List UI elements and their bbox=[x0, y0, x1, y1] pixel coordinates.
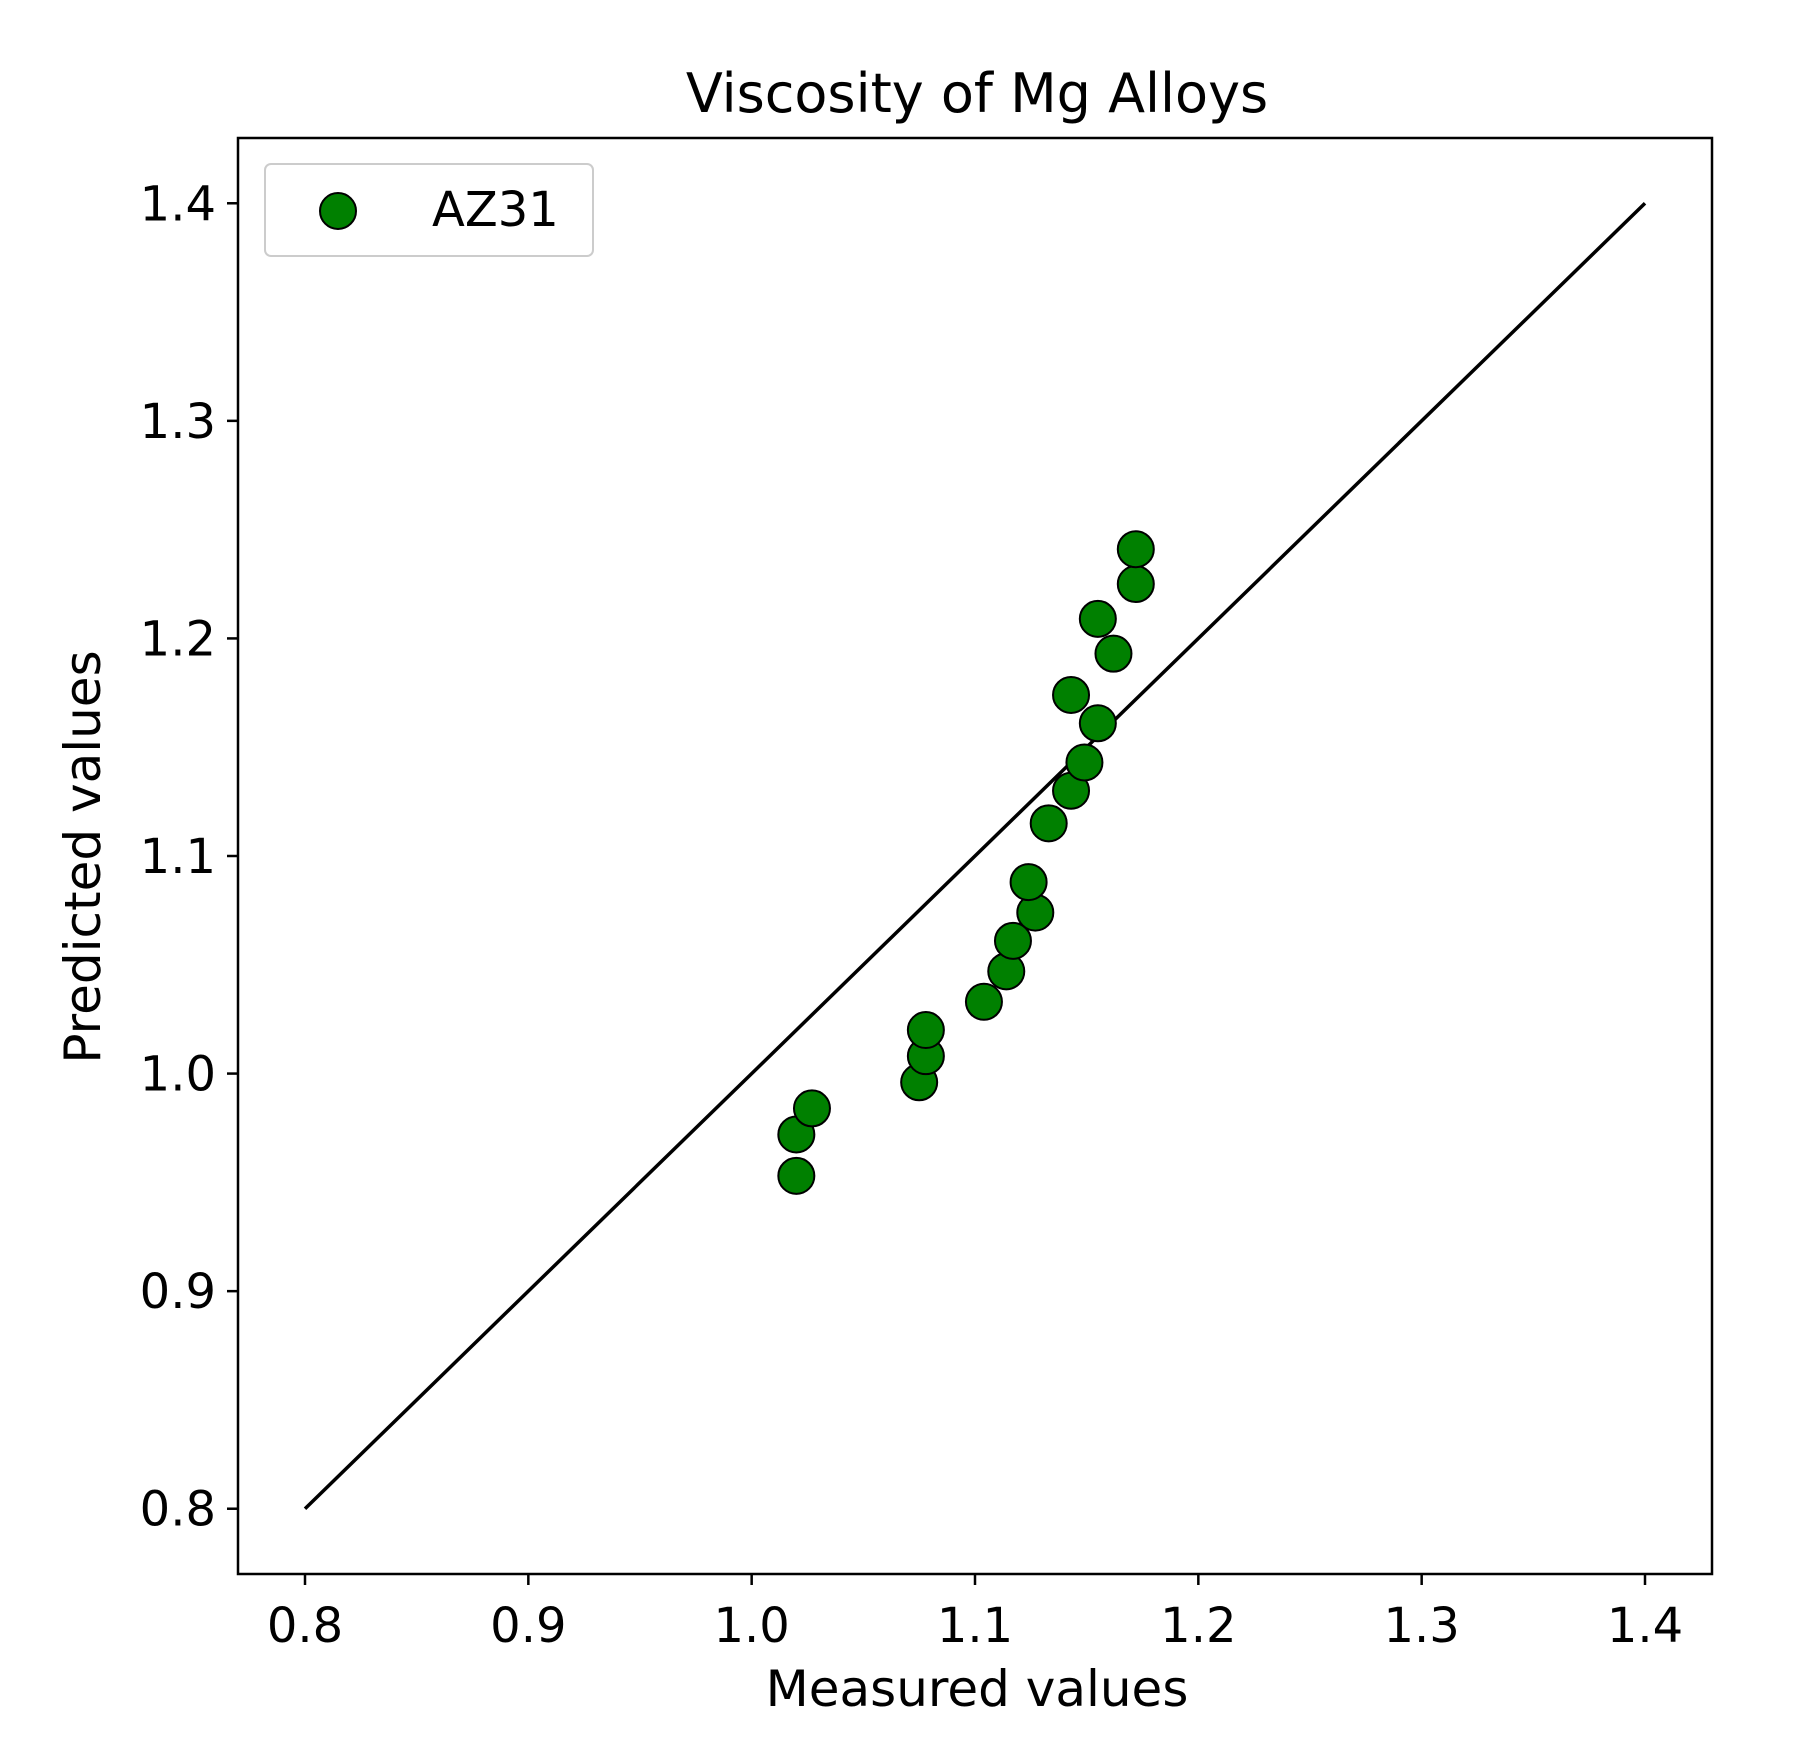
data-point bbox=[1065, 743, 1104, 782]
reference-line bbox=[303, 202, 1647, 1510]
legend-label: AZ31 bbox=[432, 182, 559, 238]
y-tick-label: 1.2 bbox=[140, 611, 216, 667]
x-tick-label: 0.8 bbox=[267, 1598, 343, 1654]
data-point bbox=[777, 1156, 816, 1195]
x-tick-label: 1.1 bbox=[937, 1598, 1013, 1654]
data-point bbox=[993, 921, 1032, 960]
data-point bbox=[964, 982, 1003, 1021]
data-point bbox=[1094, 634, 1133, 673]
data-point bbox=[906, 1011, 945, 1050]
y-tick-label: 1.4 bbox=[140, 176, 216, 232]
x-tick-label: 1.3 bbox=[1383, 1598, 1459, 1654]
data-point bbox=[1116, 565, 1155, 604]
x-tick-label: 0.9 bbox=[490, 1598, 566, 1654]
x-tick-label: 1.4 bbox=[1607, 1598, 1683, 1654]
data-point bbox=[1009, 863, 1048, 902]
x-axis-label: Measured values bbox=[766, 1660, 1189, 1718]
y-tick-label: 0.8 bbox=[140, 1482, 216, 1538]
data-point bbox=[1029, 804, 1068, 843]
y-tick-label: 1.0 bbox=[140, 1047, 216, 1103]
data-point bbox=[1078, 704, 1117, 743]
y-axis-label: Predicted values bbox=[54, 650, 112, 1063]
data-point bbox=[792, 1089, 831, 1128]
data-point bbox=[1078, 599, 1117, 638]
y-tick-label: 1.3 bbox=[140, 394, 216, 450]
x-tick-label: 1.2 bbox=[1160, 1598, 1236, 1654]
legend-marker bbox=[319, 192, 357, 230]
x-tick-label: 1.0 bbox=[713, 1598, 789, 1654]
chart-title: Viscosity of Mg Alloys bbox=[686, 62, 1268, 125]
plot-area bbox=[303, 202, 1647, 1510]
axis-ticks: 0.8 0.9 1.0 1.1 1.2 1.3 1.4 0.8 0.9 1.0 1.1 1.2 1.3 1… bbox=[140, 176, 1684, 1654]
y-tick-label: 1.1 bbox=[140, 829, 216, 885]
y-tick-label: 0.9 bbox=[140, 1264, 216, 1320]
legend: AZ31 bbox=[264, 163, 594, 257]
legend-box bbox=[264, 163, 594, 257]
data-point bbox=[1116, 530, 1155, 569]
data-point bbox=[1052, 675, 1091, 714]
